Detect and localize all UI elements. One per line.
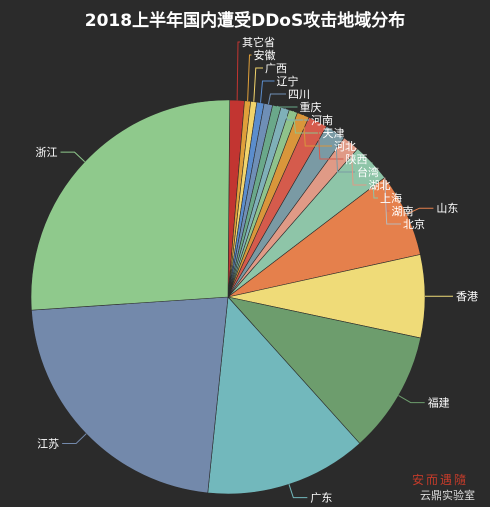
pie-slice-19 [31,296,229,494]
slice-label-8: 河北 [334,140,356,153]
label-leader-15 [406,207,434,215]
label-leader-8 [302,114,332,147]
chart-title: 2018上半年国内遭受DDoS攻击地域分布 [85,10,405,31]
slice-label-19: 江苏 [37,437,59,450]
label-leader-7 [292,111,321,134]
slice-label-7: 天津 [323,127,345,140]
label-leader-14 [384,177,401,225]
label-leaders [60,41,453,499]
label-leader-3 [260,80,275,103]
slice-label-3: 辽宁 [277,74,299,88]
watermark-text-1: 安而遇隨 [412,472,468,487]
slice-label-9: 陕西 [346,152,368,166]
slice-label-15: 山东 [436,202,458,215]
label-leader-0 [236,41,240,101]
slice-label-0: 其它省 [242,35,275,49]
label-leader-17 [398,395,425,404]
label-leader-1 [247,54,252,102]
slice-label-11: 湖北 [369,179,391,192]
slice-label-16: 香港 [456,290,478,303]
label-leader-12 [371,162,378,199]
slice-label-17: 福建 [428,396,450,410]
slice-label-6: 河南 [311,114,333,127]
label-leader-5 [276,105,298,108]
pie-slice-18 [207,296,361,495]
slice-label-4: 四川 [288,88,310,101]
slice-label-10: 台湾 [357,165,379,179]
label-leader-11 [350,143,367,186]
slice-label-1: 安徽 [254,48,276,62]
slice-label-5: 重庆 [300,100,322,114]
slice-label-20: 浙江 [36,146,58,159]
slice-label-14: 北京 [403,217,425,231]
label-leader-4 [267,93,286,105]
slice-label-2: 广西 [265,62,287,75]
label-leader-20 [60,151,86,163]
label-leader-10 [335,131,355,173]
pie-slices [30,99,426,495]
watermark: 安而遇隨 云鼎实验室 [412,472,475,502]
slice-label-13: 湖南 [392,205,414,218]
pie-slice-17 [227,296,422,444]
watermark-text-2: 云鼎实验室 [420,488,475,502]
label-leader-2 [253,67,263,102]
label-leader-6 [284,108,309,121]
pie-slice-20 [30,99,231,311]
label-leader-9 [317,121,344,160]
slice-label-12: 上海 [380,191,402,205]
label-leader-19 [62,433,87,444]
label-leader-18 [288,484,308,499]
slice-label-18: 广东 [310,492,332,505]
